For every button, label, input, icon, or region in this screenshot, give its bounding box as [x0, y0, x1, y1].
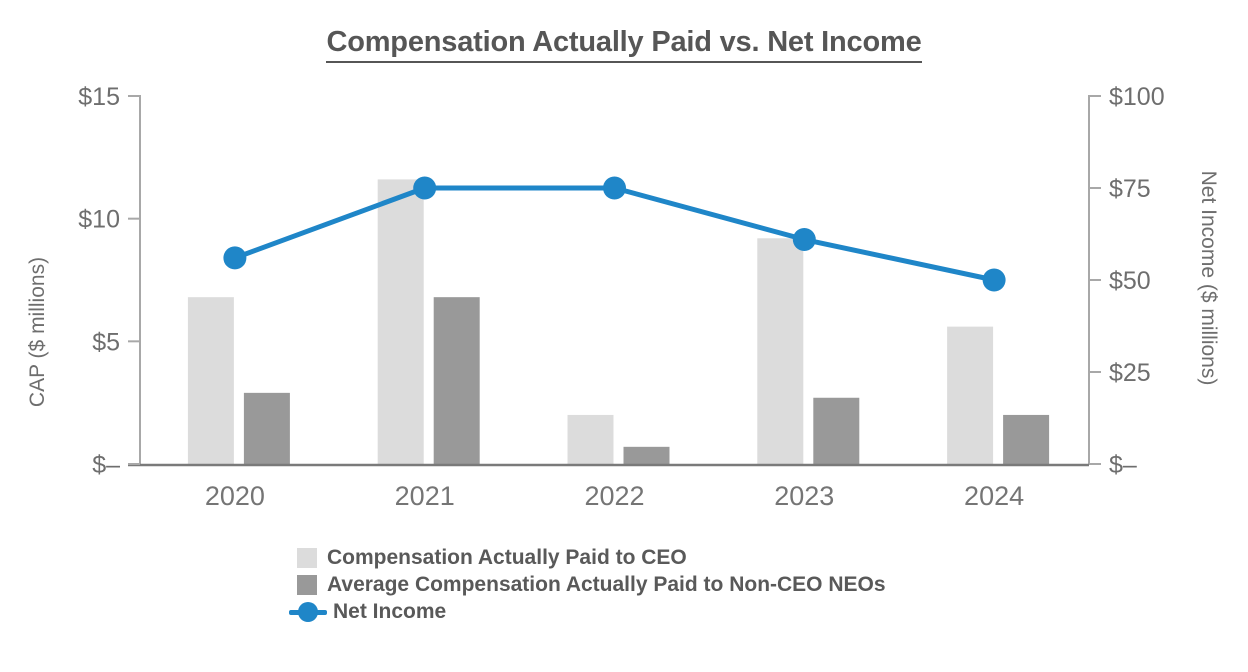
bar-neo-2023	[813, 397, 860, 464]
net-income-marker-2022	[603, 176, 626, 200]
right-axis-tick-label: $50	[1109, 267, 1151, 295]
bar-ceo-2022	[567, 414, 614, 464]
ceo-bar-swatch-icon	[297, 548, 317, 568]
legend-label-net-income: Net Income	[333, 600, 447, 623]
right-axis-tick-label: $75	[1109, 175, 1151, 203]
net-income-marker-2021	[413, 176, 437, 200]
legend-label-ceo: Compensation Actually Paid to CEO	[327, 546, 687, 569]
bar-ceo-2024	[947, 326, 994, 464]
bar-ceo-2021	[377, 179, 424, 464]
right-axis-tick-label: $100	[1109, 83, 1165, 111]
legend-label-neo: Average Compensation Actually Paid to No…	[327, 573, 886, 596]
legend: Compensation Actually Paid to CEO Averag…	[289, 546, 886, 623]
right-axis-tick-label: $–	[1109, 451, 1137, 479]
bar-neo-2022	[623, 446, 670, 464]
left-axis-title: CAP ($ millions)	[26, 257, 49, 407]
bar-ceo-2023	[757, 238, 804, 464]
bar-neo-2021	[433, 297, 480, 464]
x-axis-label-2024: 2024	[964, 481, 1024, 511]
net-income-marker-2024	[982, 268, 1006, 292]
legend-item-net-income: Net Income	[289, 600, 886, 623]
bar-neo-2020	[243, 392, 290, 464]
chart-title-text: Compensation Actually Paid vs. Net Incom…	[326, 26, 922, 63]
bar-ceo-2020	[187, 297, 234, 464]
left-axis-tick-label: $15	[78, 83, 120, 111]
neo-bar-swatch-icon	[297, 575, 317, 595]
legend-item-neo-cap: Average Compensation Actually Paid to No…	[297, 573, 886, 596]
bar-neo-2024	[1003, 414, 1050, 464]
net-income-marker-2020	[223, 246, 247, 270]
x-axis-label-2021: 2021	[395, 481, 455, 511]
x-axis-label-2023: 2023	[774, 481, 834, 511]
left-axis-tick-label: $10	[78, 206, 120, 234]
net-income-marker-2023	[792, 228, 816, 252]
chart-title: Compensation Actually Paid vs. Net Incom…	[0, 26, 1248, 63]
left-axis-tick-label: $5	[92, 328, 120, 356]
legend-item-ceo-cap: Compensation Actually Paid to CEO	[297, 546, 886, 569]
right-axis-tick-label: $25	[1109, 359, 1151, 387]
left-axis-line	[128, 95, 141, 464]
right-axis-title: Net Income ($ millions)	[1197, 171, 1220, 386]
combo-chart-plot: $15 $10 $5 $– $100 $75 $50 $25 $– CAP ($ millions…	[26, 83, 1220, 511]
x-axis-label-2020: 2020	[205, 481, 265, 511]
x-axis-label-2022: 2022	[584, 481, 644, 511]
left-axis-tick-label: $–	[92, 451, 120, 479]
net-income-line-swatch-icon	[289, 601, 327, 623]
net-income-line	[232, 185, 997, 283]
